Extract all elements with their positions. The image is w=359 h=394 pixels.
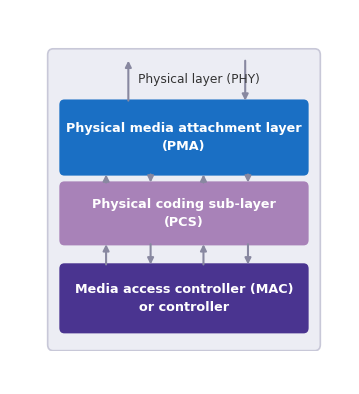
- FancyBboxPatch shape: [59, 181, 309, 245]
- FancyBboxPatch shape: [59, 263, 309, 333]
- FancyBboxPatch shape: [59, 99, 309, 176]
- Text: Physical coding sub-layer
(PCS): Physical coding sub-layer (PCS): [92, 198, 276, 229]
- Text: Media access controller (MAC)
or controller: Media access controller (MAC) or control…: [75, 283, 293, 314]
- FancyBboxPatch shape: [48, 49, 320, 351]
- Text: Physical layer (PHY): Physical layer (PHY): [138, 72, 260, 85]
- Text: Physical media attachment layer
(PMA): Physical media attachment layer (PMA): [66, 122, 302, 153]
